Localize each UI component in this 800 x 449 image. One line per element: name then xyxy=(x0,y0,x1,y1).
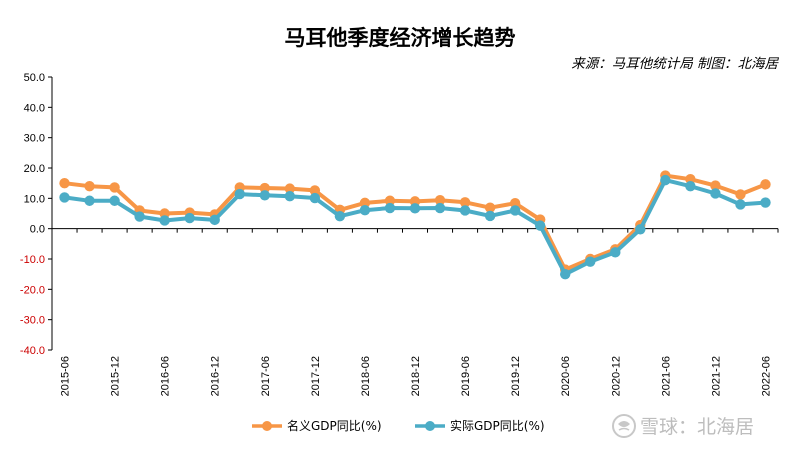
data-point-nominal xyxy=(259,182,270,194)
data-point-real xyxy=(409,203,421,214)
snowball-logo-icon xyxy=(612,414,636,438)
data-point-real xyxy=(585,256,596,267)
data-point-real xyxy=(334,211,346,222)
watermark: 雪球：北海居 xyxy=(612,414,754,438)
data-point-real xyxy=(610,247,621,258)
data-point-real xyxy=(484,210,496,222)
axes: 50.0 40.0 30.0 20.0 10.0 0.0 -10.0 -20.0 -30.0 -4… xyxy=(20,72,779,396)
data-point-nominal xyxy=(509,197,521,209)
data-point-real xyxy=(159,215,170,226)
data-point-nominal xyxy=(309,185,321,196)
data-point-real xyxy=(560,268,571,280)
data-point-real xyxy=(710,188,721,199)
y-tick-label: 20.0 xyxy=(24,163,45,175)
y-tick-label: 40.0 xyxy=(24,102,45,114)
x-tick-label: 2021-12 xyxy=(710,356,722,396)
x-tick-label: 2019-06 xyxy=(460,356,472,396)
legend-label-nominal: 名义GDP同比(%) xyxy=(287,418,382,433)
data-point-nominal xyxy=(735,189,746,200)
x-tick-label: 2016-12 xyxy=(210,356,222,396)
series-real xyxy=(59,174,771,280)
data-point-real xyxy=(685,181,696,192)
x-tick-label: 2021-06 xyxy=(660,356,672,396)
y-tick-label: 50.0 xyxy=(24,72,45,84)
data-point-real xyxy=(84,195,95,206)
y-tick-label: 0.0 xyxy=(30,224,45,236)
x-tick-label: 2015-12 xyxy=(110,356,122,396)
x-tick-label: 2019-12 xyxy=(510,356,522,396)
data-point-real xyxy=(359,204,371,216)
data-point-nominal xyxy=(359,197,371,209)
data-point-nominal xyxy=(710,180,721,191)
y-tick-label: 30.0 xyxy=(24,133,45,145)
x-tick-label: 2020-12 xyxy=(610,356,622,396)
legend-item-nominal: 名义GDP同比(%) xyxy=(252,418,382,433)
x-tick-label: 2016-06 xyxy=(160,356,172,396)
data-point-real xyxy=(509,205,521,216)
legend-label-real: 实际GDP同比(%) xyxy=(450,418,545,433)
data-point-nominal xyxy=(284,183,296,194)
data-point-nominal xyxy=(109,182,120,193)
data-point-real xyxy=(284,191,296,202)
series-layer xyxy=(59,170,771,280)
legend-marker-real xyxy=(425,421,435,431)
legend: 名义GDP同比(%) 实际GDP同比(%) xyxy=(252,418,545,433)
data-point-real xyxy=(735,199,746,210)
y-tick-label: -10.0 xyxy=(20,254,45,266)
data-point-real xyxy=(184,212,195,224)
series-line-real xyxy=(62,178,768,277)
data-point-real xyxy=(434,202,446,214)
chart-source: 来源：马耳他统计局 制图：北海居 xyxy=(571,56,779,72)
x-tick-label: 2020-06 xyxy=(560,356,572,396)
y-tick-label: -40.0 xyxy=(20,345,45,357)
y-tick-label: -30.0 xyxy=(20,315,45,327)
data-point-nominal xyxy=(59,177,70,189)
data-point-real xyxy=(534,220,546,231)
data-point-real xyxy=(109,195,120,206)
x-tick-label: 2022-06 xyxy=(760,356,772,396)
y-tick-label: -20.0 xyxy=(20,284,45,296)
data-point-real xyxy=(234,188,245,200)
data-point-real xyxy=(384,202,396,214)
data-point-real xyxy=(760,197,771,208)
data-point-nominal xyxy=(484,202,496,213)
x-tick-label: 2018-06 xyxy=(360,356,372,396)
legend-marker-nominal xyxy=(262,421,272,431)
y-tick-label: 10.0 xyxy=(24,193,45,205)
x-tick-label: 2017-06 xyxy=(260,356,272,396)
data-point-real xyxy=(259,190,270,201)
data-point-real xyxy=(459,205,471,216)
data-point-real xyxy=(209,214,220,226)
data-point-nominal xyxy=(760,179,771,190)
chart-title: 马耳他季度经济增长趋势 xyxy=(285,26,516,50)
data-point-real xyxy=(59,192,70,203)
x-tick-label: 2017-12 xyxy=(310,356,322,396)
x-tick-label: 2015-06 xyxy=(60,356,72,396)
data-point-real xyxy=(309,192,321,204)
data-point-nominal xyxy=(434,194,446,206)
legend-item-real: 实际GDP同比(%) xyxy=(415,418,545,433)
data-point-real xyxy=(660,174,671,186)
data-point-nominal xyxy=(384,195,396,206)
data-point-real xyxy=(635,224,646,235)
x-tick-label: 2018-12 xyxy=(410,356,422,396)
data-point-nominal xyxy=(84,181,95,192)
watermark-text: 雪球：北海居 xyxy=(640,416,754,438)
data-point-nominal xyxy=(459,197,471,208)
data-point-real xyxy=(134,211,145,222)
